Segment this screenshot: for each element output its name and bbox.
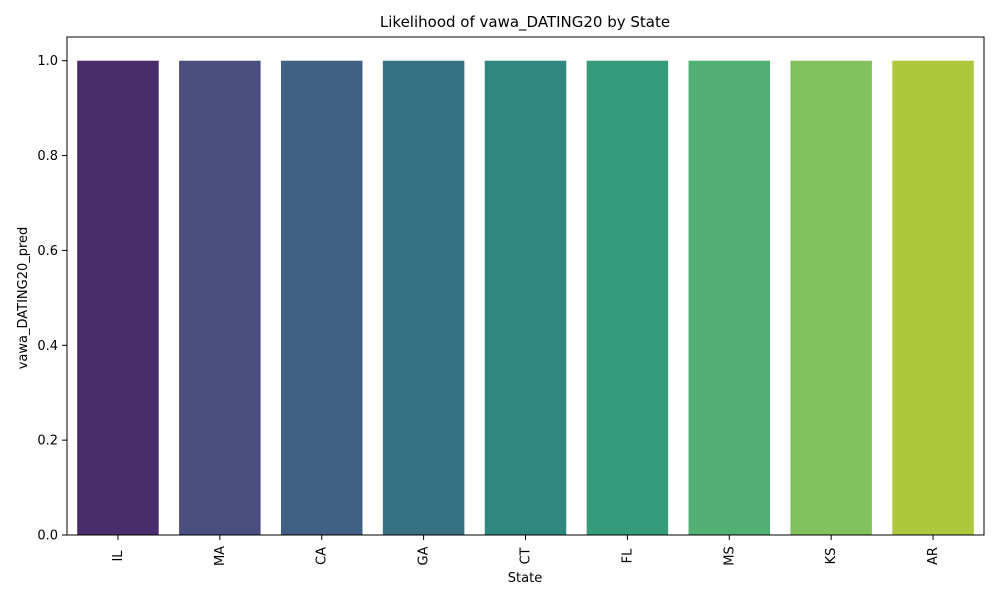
bar-ct: [484, 60, 567, 535]
y-tick-label: 0.2: [37, 434, 58, 449]
x-tick-label: MA: [213, 546, 228, 566]
x-axis-ticks: IL MA CA GA CT FL MS KS AR: [111, 535, 941, 566]
bar-ma: [179, 60, 261, 535]
x-tick-label: IL: [111, 550, 126, 562]
y-tick-label: 0.6: [37, 244, 58, 259]
y-axis-label: vawa_DATING20_pred: [16, 227, 31, 370]
x-tick-label: FL: [620, 548, 635, 563]
chart-title: Likelihood of vawa_DATING20 by State: [380, 13, 670, 32]
bars-layer: [77, 60, 974, 535]
plot-frame: [66, 36, 985, 536]
bar-il: [77, 60, 159, 535]
y-axis-ticks: 0.0 0.2 0.4 0.6 0.8 1.0: [37, 54, 67, 544]
bar-ga: [382, 60, 465, 535]
x-tick-label: GA: [417, 546, 432, 565]
x-axis-label: State: [508, 571, 542, 586]
bar-ar: [892, 60, 974, 535]
x-tick-label: KS: [824, 548, 839, 565]
bar-ks: [790, 60, 872, 535]
bar-ca: [280, 60, 363, 535]
bar-fl: [586, 60, 669, 535]
x-tick-label: CA: [315, 547, 330, 565]
x-tick-label: AR: [926, 547, 941, 565]
y-tick-label: 0.4: [37, 339, 58, 354]
x-tick-label: MS: [722, 546, 737, 565]
y-tick-label: 1.0: [37, 54, 58, 69]
y-tick-label: 0.0: [37, 529, 58, 544]
bar-ms: [688, 60, 771, 535]
x-tick-label: CT: [519, 547, 534, 564]
y-tick-label: 0.8: [37, 149, 58, 164]
